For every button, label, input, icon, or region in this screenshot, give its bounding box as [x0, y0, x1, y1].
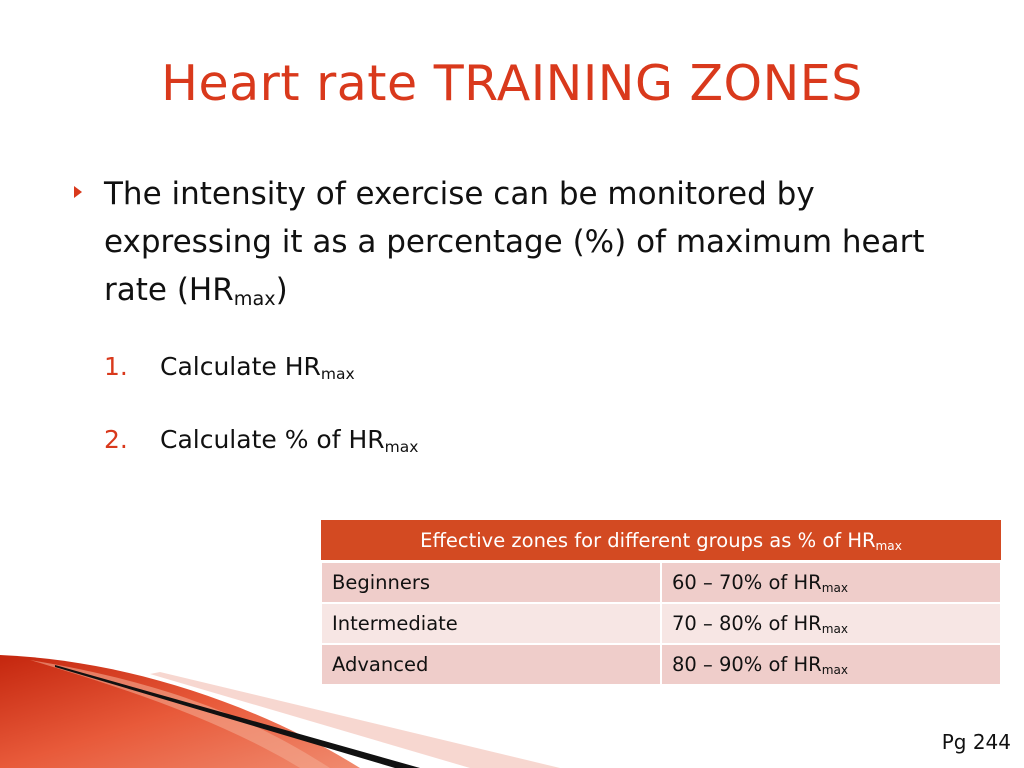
table-header-row: Effective zones for different groups as …	[321, 520, 1001, 563]
step-2-number: 2.	[104, 425, 128, 454]
range-cell: 80 – 90% of HRmax	[660, 643, 1002, 686]
range-text: 80 – 90% of HR	[672, 653, 822, 676]
range-cell: 70 – 80% of HRmax	[660, 602, 1002, 645]
group-cell: Beginners	[320, 560, 662, 604]
step-2-subscript: max	[384, 437, 419, 456]
step-2-text: Calculate % of HR	[160, 425, 385, 454]
range-subscript: max	[821, 663, 849, 678]
bullet-arrow-icon	[74, 186, 82, 198]
bullet-text-body: The intensity of exercise can be monitor…	[104, 176, 925, 308]
group-cell: Intermediate	[320, 602, 662, 645]
table-header: Effective zones for different groups as …	[321, 520, 1001, 563]
table-header-subscript: max	[875, 538, 902, 553]
step-1-text: Calculate HR	[160, 352, 321, 381]
group-cell: Advanced	[320, 643, 662, 686]
step-2: 2. Calculate % of HRmax	[104, 424, 418, 456]
table-row: Intermediate 70 – 80% of HRmax	[320, 602, 1002, 645]
step-1: 1. Calculate HRmax	[104, 351, 355, 383]
bullet-close-paren: )	[275, 272, 288, 308]
page-number: Pg 244	[941, 730, 1011, 754]
range-subscript: max	[821, 581, 849, 596]
range-text: 70 – 80% of HR	[672, 612, 822, 635]
range-subscript: max	[821, 622, 849, 637]
range-cell: 60 – 70% of HRmax	[660, 560, 1002, 604]
zones-table: Effective zones for different groups as …	[320, 520, 1002, 686]
slide-title: Heart rate TRAINING ZONES	[161, 55, 863, 112]
table-row: Advanced 80 – 90% of HRmax	[320, 643, 1002, 686]
table-row: Beginners 60 – 70% of HRmax	[320, 560, 1002, 604]
step-1-subscript: max	[320, 364, 355, 383]
step-1-number: 1.	[104, 352, 128, 381]
bullet-subscript: max	[233, 286, 276, 310]
main-bullet: The intensity of exercise can be monitor…	[74, 170, 974, 314]
range-text: 60 – 70% of HR	[672, 571, 822, 594]
bullet-text: The intensity of exercise can be monitor…	[104, 170, 974, 314]
table-header-text: Effective zones for different groups as …	[420, 528, 876, 552]
